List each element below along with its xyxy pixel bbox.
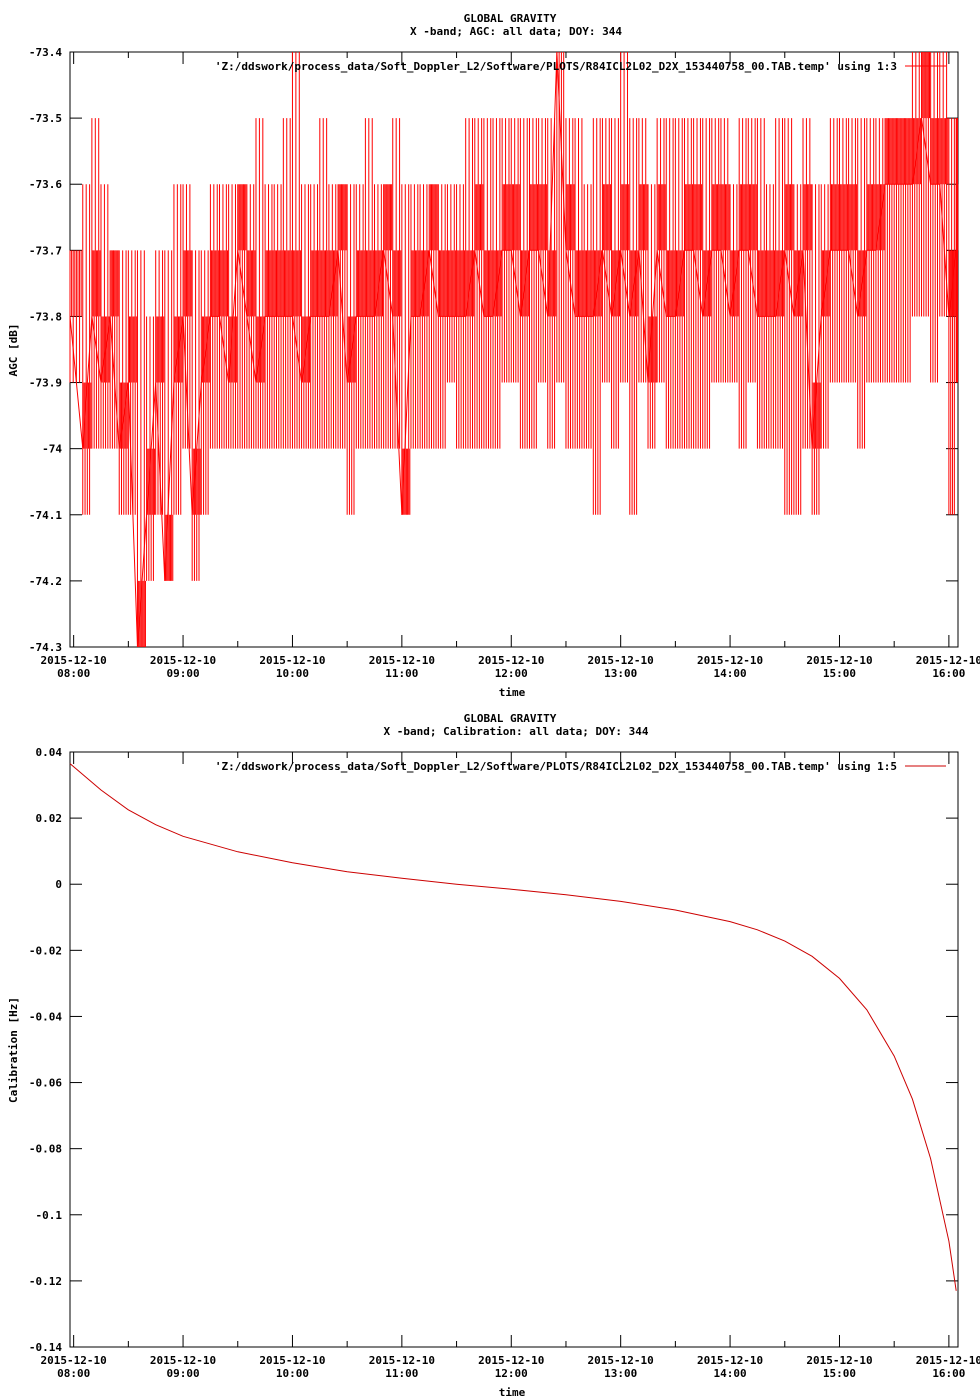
y-tick-label: -73.7: [29, 244, 62, 257]
agc-series: [69, 51, 959, 648]
y-tick-label: 0.02: [36, 812, 63, 825]
x-tick-time-label: 14:00: [714, 667, 747, 680]
agc-chart: GLOBAL GRAVITY X -band; AGC: all data; D…: [7, 12, 980, 699]
y-tick-label: -73.8: [29, 310, 62, 323]
x-axis-label: time: [499, 686, 526, 699]
y-tick-label: -0.04: [29, 1010, 62, 1023]
y-tick-label: 0.04: [36, 746, 63, 759]
data-line: [69, 51, 957, 648]
chart-title: GLOBAL GRAVITY: [464, 712, 557, 725]
x-tick-time-label: 08:00: [57, 1367, 90, 1380]
x-axis-ticks: 2015-12-1008:002015-12-1009:002015-12-10…: [41, 752, 980, 1380]
x-tick-date-label: 2015-12-10: [41, 1354, 107, 1367]
x-tick-date-label: 2015-12-10: [806, 654, 872, 667]
x-tick-time-label: 16:00: [932, 667, 965, 680]
x-tick-date-label: 2015-12-10: [806, 1354, 872, 1367]
y-tick-label: -74: [42, 443, 62, 456]
x-tick-time-label: 15:00: [823, 667, 856, 680]
x-tick-date-label: 2015-12-10: [697, 1354, 763, 1367]
x-tick-time-label: 12:00: [495, 667, 528, 680]
x-tick-time-label: 11:00: [385, 1367, 418, 1380]
y-tick-label: -73.6: [29, 178, 62, 191]
x-tick-time-label: 13:00: [604, 1367, 637, 1380]
x-tick-time-label: 08:00: [57, 667, 90, 680]
x-tick-time-label: 10:00: [276, 1367, 309, 1380]
y-axis-label: AGC [dB]: [7, 324, 20, 377]
y-tick-label: -0.1: [36, 1209, 63, 1222]
x-tick-date-label: 2015-12-10: [478, 1354, 544, 1367]
chart-title: GLOBAL GRAVITY: [464, 12, 557, 25]
data-line: [69, 763, 957, 1291]
x-tick-time-label: 16:00: [932, 1367, 965, 1380]
x-tick-date-label: 2015-12-10: [41, 654, 107, 667]
calibration-chart: GLOBAL GRAVITY X -band; Calibration: all…: [7, 712, 980, 1399]
y-tick-label: -73.9: [29, 377, 62, 390]
x-tick-time-label: 12:00: [495, 1367, 528, 1380]
legend-label: 'Z:/ddswork/process_data/Soft_Doppler_L2…: [215, 60, 897, 73]
y-tick-label: -74.1: [29, 509, 62, 522]
x-tick-time-label: 10:00: [276, 667, 309, 680]
calibration-series: [69, 763, 957, 1291]
y-tick-label: 0: [55, 878, 62, 891]
x-tick-time-label: 15:00: [823, 1367, 856, 1380]
y-tick-label: -0.08: [29, 1143, 62, 1156]
x-tick-date-label: 2015-12-10: [369, 1354, 435, 1367]
y-tick-label: -73.4: [29, 46, 62, 59]
x-axis-ticks: 2015-12-1008:002015-12-1009:002015-12-10…: [41, 52, 980, 680]
y-tick-label: -0.06: [29, 1077, 62, 1090]
x-tick-time-label: 11:00: [385, 667, 418, 680]
x-tick-date-label: 2015-12-10: [369, 654, 435, 667]
y-tick-label: -0.12: [29, 1275, 62, 1288]
x-tick-date-label: 2015-12-10: [259, 654, 325, 667]
x-tick-date-label: 2015-12-10: [697, 654, 763, 667]
y-axis-label: Calibration [Hz]: [7, 997, 20, 1103]
x-tick-date-label: 2015-12-10: [259, 1354, 325, 1367]
y-tick-label: -73.5: [29, 112, 62, 125]
plot-frame: [69, 751, 959, 1348]
x-tick-time-label: 14:00: [714, 1367, 747, 1380]
y-tick-label: -74.3: [29, 641, 62, 654]
x-tick-date-label: 2015-12-10: [916, 654, 980, 667]
chart-subtitle: X -band; Calibration: all data; DOY: 344: [384, 725, 649, 738]
legend-label: 'Z:/ddswork/process_data/Soft_Doppler_L2…: [215, 760, 897, 773]
x-axis-label: time: [499, 1386, 526, 1399]
y-tick-label: -0.02: [29, 944, 62, 957]
x-tick-time-label: 09:00: [166, 667, 199, 680]
x-tick-time-label: 09:00: [166, 1367, 199, 1380]
x-tick-date-label: 2015-12-10: [150, 1354, 216, 1367]
y-axis-ticks: 0.04 0.02 0 -0.02 -0.04 -0.06 -0.08 -0.1 -0.12 -0…: [29, 746, 958, 1354]
y-tick-label: -74.2: [29, 575, 62, 588]
y-tick-label: -0.14: [29, 1341, 62, 1354]
x-tick-date-label: 2015-12-10: [916, 1354, 980, 1367]
chart-subtitle: X -band; AGC: all data; DOY: 344: [410, 25, 622, 38]
x-tick-date-label: 2015-12-10: [588, 654, 654, 667]
x-tick-time-label: 13:00: [604, 667, 637, 680]
x-tick-date-label: 2015-12-10: [478, 654, 544, 667]
x-tick-date-label: 2015-12-10: [150, 654, 216, 667]
x-tick-date-label: 2015-12-10: [588, 1354, 654, 1367]
